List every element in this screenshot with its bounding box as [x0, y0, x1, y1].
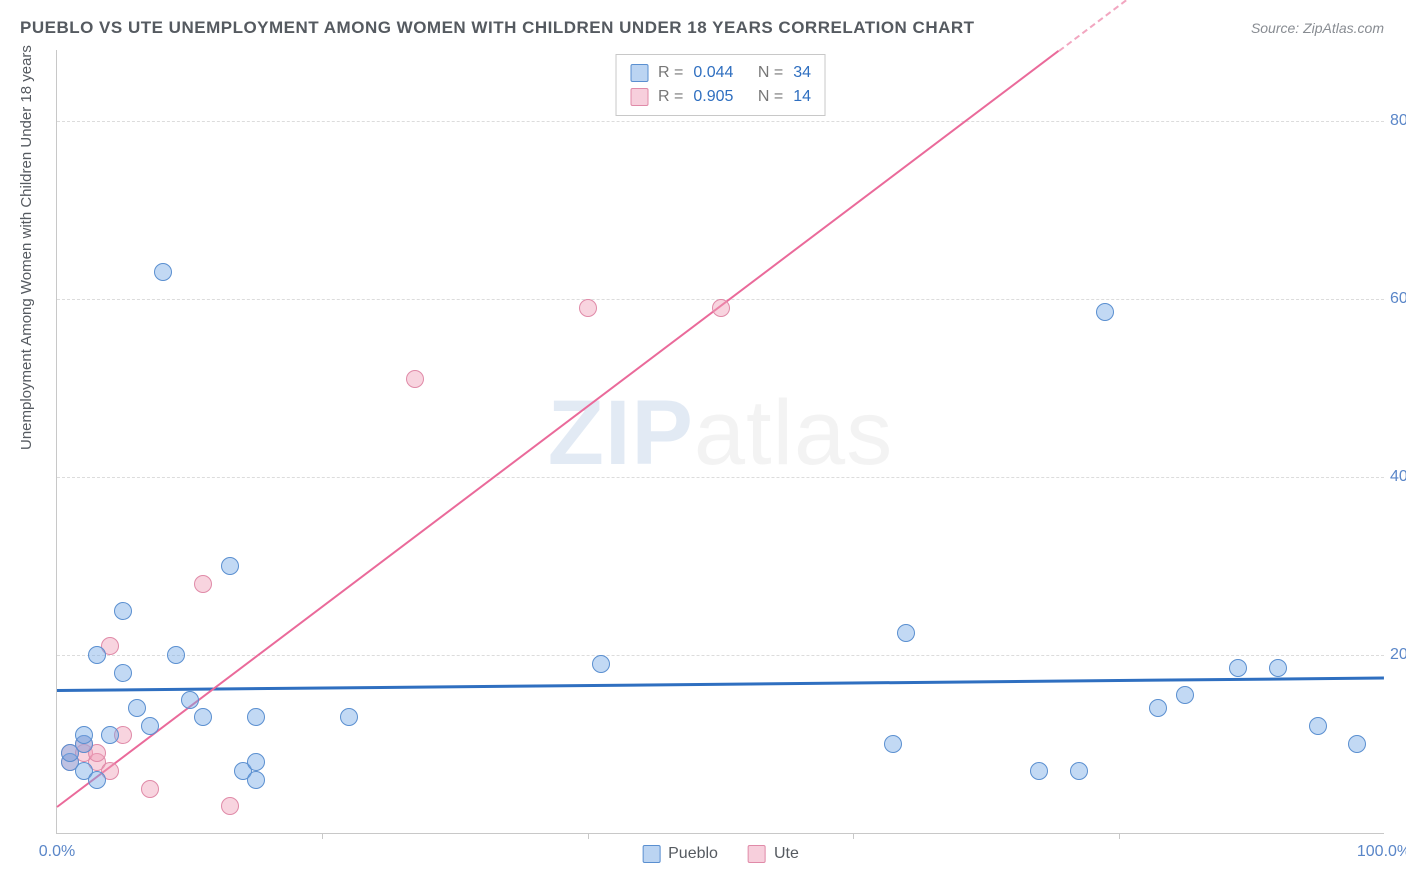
data-point [1309, 717, 1327, 735]
data-point [592, 655, 610, 673]
r-value-pueblo: 0.044 [693, 61, 733, 85]
x-minor-tick [588, 833, 589, 839]
data-point [1149, 699, 1167, 717]
r-value-ute: 0.905 [693, 85, 733, 109]
swatch-pueblo-icon [642, 845, 660, 863]
data-point [340, 708, 358, 726]
x-minor-tick [322, 833, 323, 839]
data-point [247, 753, 265, 771]
n-label: N = [758, 85, 783, 109]
legend-label: Pueblo [668, 845, 718, 863]
x-tick-label: 100.0% [1357, 843, 1406, 861]
data-point [1030, 762, 1048, 780]
legend-label: Ute [774, 845, 799, 863]
data-point [154, 263, 172, 281]
r-label: R = [658, 85, 683, 109]
legend-row-ute: R = 0.905 N = 14 [630, 85, 811, 109]
y-tick-label: 20.0% [1390, 646, 1406, 664]
data-point [75, 726, 93, 744]
data-point [712, 299, 730, 317]
data-point [1348, 735, 1366, 753]
n-value-pueblo: 34 [793, 61, 811, 85]
swatch-ute-icon [630, 88, 648, 106]
data-point [884, 735, 902, 753]
data-point [1096, 303, 1114, 321]
gridline [57, 477, 1384, 478]
swatch-ute-icon [748, 845, 766, 863]
data-point [194, 575, 212, 593]
source-attribution: Source: ZipAtlas.com [1251, 20, 1384, 36]
data-point [221, 557, 239, 575]
correlation-legend: R = 0.044 N = 34 R = 0.905 N = 14 [615, 54, 826, 116]
swatch-pueblo-icon [630, 64, 648, 82]
data-point [579, 299, 597, 317]
r-label: R = [658, 61, 683, 85]
data-point [1070, 762, 1088, 780]
y-axis-label: Unemployment Among Women with Children U… [18, 45, 35, 450]
legend-item-pueblo: Pueblo [642, 845, 718, 863]
data-point [181, 691, 199, 709]
n-label: N = [758, 61, 783, 85]
legend-row-pueblo: R = 0.044 N = 34 [630, 61, 811, 85]
trend-line [56, 50, 1059, 808]
legend-item-ute: Ute [748, 845, 799, 863]
trend-line [1058, 0, 1165, 52]
data-point [114, 664, 132, 682]
data-point [114, 602, 132, 620]
y-tick-label: 80.0% [1390, 112, 1406, 130]
gridline [57, 121, 1384, 122]
chart-title: PUEBLO VS UTE UNEMPLOYMENT AMONG WOMEN W… [20, 18, 975, 38]
data-point [1176, 686, 1194, 704]
data-point [141, 780, 159, 798]
data-point [88, 771, 106, 789]
data-point [141, 717, 159, 735]
x-minor-tick [1119, 833, 1120, 839]
data-point [247, 708, 265, 726]
data-point [194, 708, 212, 726]
data-point [897, 624, 915, 642]
data-point [1269, 659, 1287, 677]
series-legend: Pueblo Ute [642, 845, 799, 863]
n-value-ute: 14 [793, 85, 811, 109]
data-point [128, 699, 146, 717]
y-tick-label: 60.0% [1390, 290, 1406, 308]
x-minor-tick [853, 833, 854, 839]
watermark-atlas: atlas [694, 382, 893, 484]
data-point [1229, 659, 1247, 677]
data-point [167, 646, 185, 664]
data-point [221, 797, 239, 815]
scatter-plot: ZIPatlas R = 0.044 N = 34 R = 0.905 N = … [56, 50, 1384, 834]
data-point [88, 646, 106, 664]
data-point [247, 771, 265, 789]
y-tick-label: 40.0% [1390, 468, 1406, 486]
x-tick-label: 0.0% [39, 843, 75, 861]
data-point [406, 370, 424, 388]
watermark-zip: ZIP [548, 382, 694, 484]
